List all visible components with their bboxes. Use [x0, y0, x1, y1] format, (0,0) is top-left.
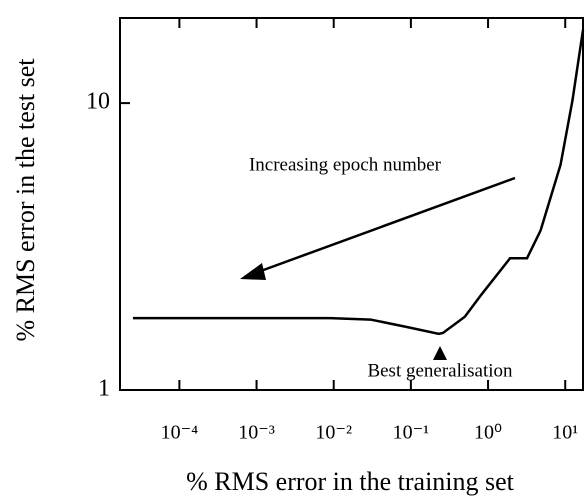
- best-marker: [433, 346, 447, 360]
- arrow-head: [240, 263, 266, 280]
- x-tick-label: 10⁻⁴: [161, 422, 199, 444]
- x-tick-label: 10⁻³: [238, 422, 275, 444]
- x-tick-label: 10⁰: [474, 422, 502, 444]
- x-axis-label: % RMS error in the training set: [186, 467, 515, 496]
- y-axis-label: % RMS error in the test set: [11, 58, 40, 342]
- x-tick-label: 10⁻¹: [393, 422, 430, 444]
- annotation: Best generalisation: [367, 360, 513, 381]
- y-tick-label: 10: [86, 89, 110, 115]
- y-tick-label: 1: [98, 376, 110, 402]
- arrow-shaft: [257, 176, 516, 274]
- annotation: Increasing epoch number: [249, 154, 442, 175]
- data-line: [132, 29, 585, 336]
- x-tick-label: 10⁻²: [315, 422, 352, 444]
- plot-frame: [119, 17, 584, 391]
- x-tick-label: 10¹: [552, 422, 578, 444]
